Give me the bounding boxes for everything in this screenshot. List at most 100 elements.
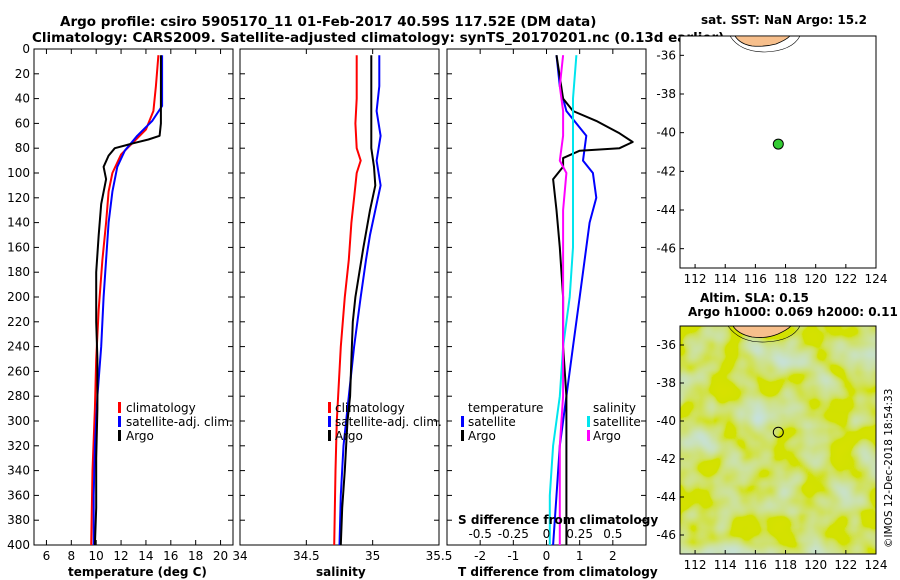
legend-swatch-s-satellite [587, 416, 590, 427]
x-tick-label: 35.5 [426, 549, 453, 563]
salinity-ticks: 34 34.5 35 35.5 [232, 48, 453, 563]
difference-xlabel: T difference from climatology [458, 565, 658, 579]
y-tick-label: 300 [7, 414, 30, 428]
x-tick-label: 34 [232, 549, 247, 563]
land-outline [734, 36, 791, 47]
x-tick-label: -2 [474, 549, 486, 563]
x-tick-label: 124 [865, 558, 888, 572]
x-tick-label: 12 [113, 549, 128, 563]
sst-map-title: sat. SST: NaN Argo: 15.2 [701, 13, 867, 27]
series-line-Argo [93, 55, 162, 546]
legend-swatch-t-argo [461, 430, 464, 441]
header-line2: Climatology: CARS2009. Satellite-adjuste… [32, 30, 724, 46]
x-tick-label: 14 [138, 549, 153, 563]
y-tick-label: 380 [7, 513, 30, 527]
y-tick-label: 260 [7, 364, 30, 378]
temperature-lines [90, 55, 164, 546]
y-tick-label: 360 [7, 488, 30, 502]
legend-satellite: satellite-adj. clim. [126, 415, 233, 429]
temperature-legend: climatology satellite-adj. clim. Argo [118, 401, 233, 443]
salinity-legend: climatology satellite-adj. clim. Argo [328, 401, 442, 443]
y-tick-label: 0 [22, 42, 30, 56]
x-tick-label: -1 [507, 549, 519, 563]
legend-swatch-climatology [328, 402, 331, 413]
x2-tick-label: -0.5 [468, 527, 491, 541]
legend-argo: Argo [335, 429, 363, 443]
temperature-xlabel: temperature (deg C) [68, 565, 207, 579]
sla-map-panel: Altim. SLA: 0.15 Argo h1000: 0.069 h2000… [656, 291, 897, 572]
x-tick-label: 0 [543, 549, 551, 563]
legend-swatch-climatology [118, 402, 121, 413]
salinity-xlabel: salinity [316, 565, 366, 579]
legend-swatch-argo [118, 430, 121, 441]
x-tick-label: 120 [804, 558, 827, 572]
x-tick-label: 114 [714, 272, 737, 286]
y-tick-label: -36 [656, 338, 676, 352]
series-line-climatology [90, 55, 160, 546]
sst-map-panel: sat. SST: NaN Argo: 15.2 112 114 116 118 120… [656, 13, 887, 286]
x-tick-label: 118 [774, 272, 797, 286]
legend-t-argo: Argo [468, 429, 496, 443]
legend-argo: Argo [126, 429, 154, 443]
x-tick-label: 112 [684, 272, 707, 286]
x2-tick-label: -0.25 [498, 527, 529, 541]
series-line-salinity-Argo [558, 55, 568, 545]
y-tick-label: -44 [656, 203, 676, 217]
y-tick-label: -36 [656, 48, 676, 62]
x-tick-label: 16 [163, 549, 178, 563]
footer-stamp: ©IMOS 12-Dec-2018 18:54:33 [883, 389, 895, 548]
x2-tick-label: 0 [543, 527, 551, 541]
y-tick-label: -40 [656, 414, 676, 428]
y-tick-label: -44 [656, 490, 676, 504]
legend-temperature-title: temperature [468, 401, 543, 415]
legend-swatch-s-argo [587, 430, 590, 441]
argo-position-marker [772, 138, 784, 150]
sla-map-title: Altim. SLA: 0.15 [700, 291, 809, 305]
series-line-satellite-adj.-clim. [338, 55, 382, 546]
x-tick-label: 116 [744, 272, 767, 286]
x-tick-label: 34.5 [293, 549, 320, 563]
x-tick-label: 1 [576, 549, 584, 563]
legend-swatch-t-satellite [461, 416, 464, 427]
x-tick-label: 124 [865, 272, 888, 286]
x-tick-label: 122 [834, 558, 857, 572]
y-tick-label: 100 [7, 166, 30, 180]
series-line-salinity-satellite [548, 55, 578, 545]
y-tick-label: 20 [15, 67, 30, 81]
sla-map-subtitle: Argo h1000: 0.069 h2000: 0.11 [688, 305, 898, 319]
y-tick-label: 320 [7, 439, 30, 453]
y-tick-label: 80 [15, 141, 30, 155]
y-tick-label: -38 [656, 87, 676, 101]
series-line-Argo [339, 55, 377, 546]
salinity-panel: 34 34.5 35 35.5 salinity climatology satell… [232, 48, 453, 579]
sla-map-ticks: 112 114 116 118 120 122 124 -36 -38 -40 -42 -44 -46 [656, 338, 887, 572]
y-tick-label: -40 [656, 126, 676, 140]
y-tick-label: 340 [7, 464, 30, 478]
x2-tick-label: 0.25 [566, 527, 593, 541]
x-tick-label: 2 [609, 549, 617, 563]
legend-climatology: climatology [335, 401, 405, 415]
x-tick-label: 112 [684, 558, 707, 572]
legend-swatch-argo [328, 430, 331, 441]
series-line-climatology [333, 55, 362, 546]
difference-ticks: -2 -1 0 1 2 [447, 48, 646, 563]
x-tick-label: 8 [67, 549, 75, 563]
temperature-ticks: 0 20 40 60 80 100 120 140 160 180 200 220 240 260 280 3… [7, 42, 233, 563]
difference-legend: temperature salinity satellite Argo sate… [461, 401, 641, 443]
shelf-contour [729, 36, 801, 53]
argo-position-marker [772, 426, 784, 438]
sla-field [680, 326, 876, 554]
y-tick-label: 180 [7, 265, 30, 279]
y-tick-label: -46 [656, 528, 676, 542]
legend-t-satellite: satellite [468, 415, 516, 429]
y-tick-label: 120 [7, 191, 30, 205]
x-tick-label: 18 [188, 549, 203, 563]
difference-x2label: S difference from climatology [458, 513, 658, 527]
y-tick-label: 160 [7, 240, 30, 254]
y-tick-label: 240 [7, 340, 30, 354]
y-tick-label: 220 [7, 315, 30, 329]
x-tick-label: 122 [834, 272, 857, 286]
temperature-panel: 0 20 40 60 80 100 120 140 160 180 200 220 240 260 280 3… [7, 42, 234, 579]
y-tick-label: 400 [7, 538, 30, 552]
y-tick-label: 140 [7, 216, 30, 230]
